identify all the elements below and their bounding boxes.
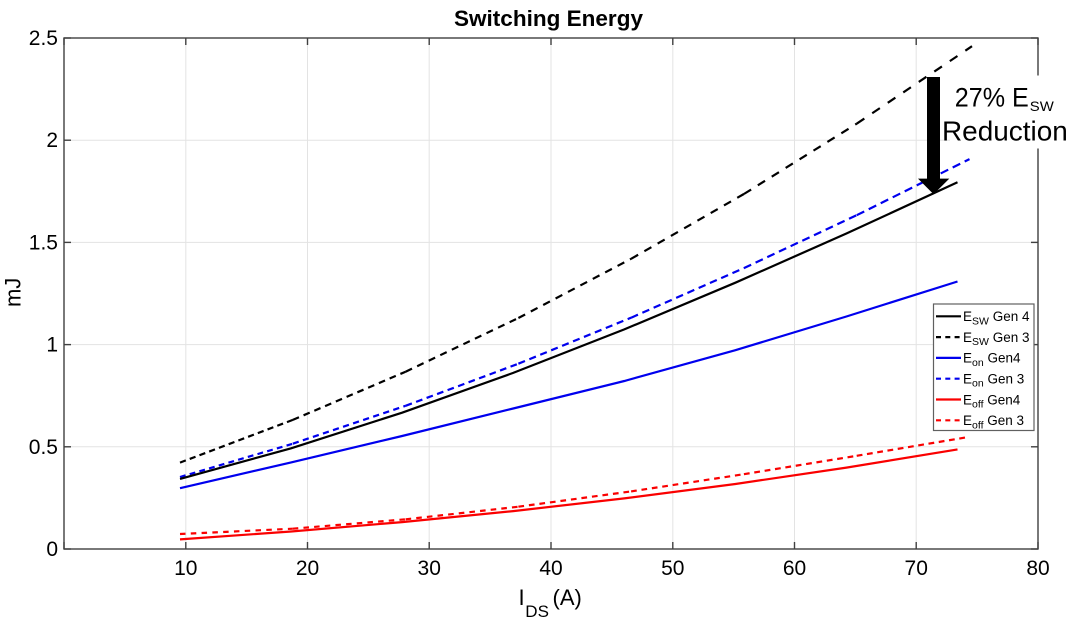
svg-text:Eoff Gen 3: Eoff Gen 3: [963, 413, 1024, 431]
svg-text:2.5: 2.5: [29, 27, 58, 50]
svg-text:0: 0: [46, 538, 58, 561]
svg-text:2: 2: [46, 129, 58, 152]
svg-text:30: 30: [418, 557, 441, 580]
svg-text:(A): (A): [553, 585, 582, 610]
svg-text:60: 60: [783, 557, 806, 580]
svg-text:50: 50: [661, 557, 684, 580]
svg-text:70: 70: [905, 557, 928, 580]
svg-text:mJ: mJ: [1, 278, 26, 307]
svg-text:10: 10: [174, 557, 197, 580]
svg-text:Reduction: Reduction: [942, 115, 1068, 146]
svg-text:1.5: 1.5: [29, 231, 58, 254]
svg-text:20: 20: [296, 557, 319, 580]
svg-text:0.5: 0.5: [29, 436, 58, 459]
svg-text:DS: DS: [525, 602, 549, 620]
svg-text:40: 40: [539, 557, 562, 580]
svg-text:80: 80: [1026, 557, 1049, 580]
svg-text:27% E: 27% E: [955, 82, 1029, 112]
svg-text:1: 1: [46, 334, 58, 357]
svg-text:SW: SW: [1030, 98, 1055, 114]
svg-text:I: I: [519, 585, 525, 610]
svg-text:Switching Energy: Switching Energy: [454, 6, 644, 31]
